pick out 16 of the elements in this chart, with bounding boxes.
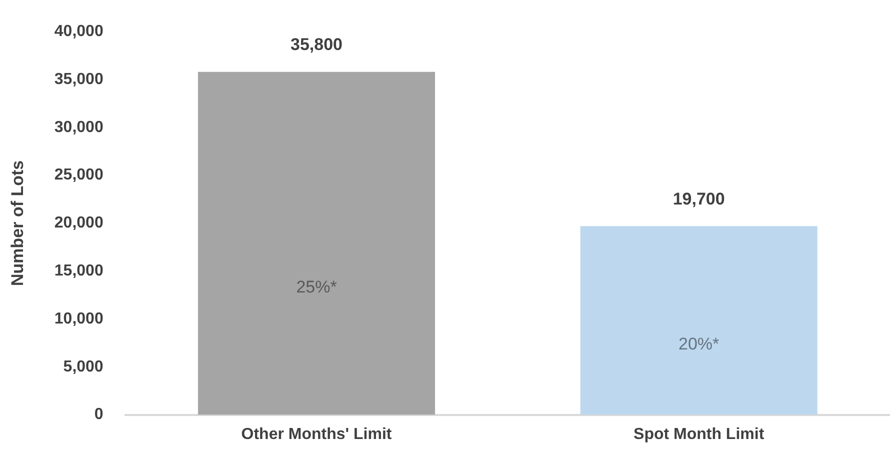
y-tick-label: 30,000 [54,118,104,136]
annotation: 20%* [678,334,720,354]
x-tick-label: Other Months' Limit [241,426,392,443]
y-tick-label: 40,000 [54,23,104,40]
y-tick-label: 25,000 [54,166,104,184]
y-axis-title: Number of Lots [8,160,27,286]
data-label: 19,700 [672,189,725,208]
y-tick-label: 10,000 [54,310,104,328]
y-tick-label: 35,000 [54,70,104,88]
y-tick-label: 0 [94,406,104,424]
y-tick-label: 5,000 [63,358,104,376]
y-tick-label: 20,000 [54,214,104,232]
data-label: 35,800 [290,35,343,54]
y-tick-label: 15,000 [54,262,104,280]
annotation: 25%* [296,278,338,297]
x-tick-label: Spot Month Limit [634,426,765,443]
